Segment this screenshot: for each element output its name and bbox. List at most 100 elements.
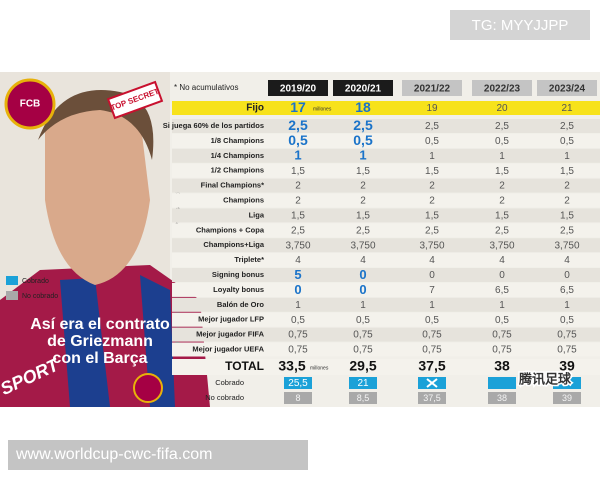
season-header: 2022/23 (484, 84, 521, 95)
cell-value: 2 (499, 196, 505, 207)
cell-value: 0,75 (422, 330, 442, 341)
cell-value: 1 (499, 300, 505, 311)
cell-value: 20 (496, 103, 508, 114)
cell-value: 4 (499, 255, 505, 266)
no-cobrado-cell (349, 392, 377, 404)
row-label: Signing bonus (212, 270, 264, 279)
cell-value: 1 (564, 151, 570, 162)
cell-value: 2 (499, 181, 505, 192)
row-bg (172, 312, 600, 327)
cell-value: 0,5 (291, 315, 305, 326)
cobrado-cell (553, 377, 581, 389)
row-label: Mejor jugador FIFA (196, 330, 265, 339)
cell-value: 0,75 (353, 330, 373, 341)
row-bg (172, 101, 600, 115)
row-label: 1/8 Champions (211, 136, 264, 145)
crest-text: FCB (20, 99, 41, 110)
no-cobrado-value: 38 (497, 393, 507, 403)
cell-value: 0,5 (495, 136, 509, 147)
cell-value: 0 (359, 267, 366, 282)
row-bg (172, 282, 600, 297)
total-label: TOTAL (225, 359, 264, 373)
cell-value: 1 (359, 148, 366, 163)
cell-value: 0,5 (425, 136, 439, 147)
cell-value: 0,75 (557, 345, 577, 356)
row-bg (172, 148, 600, 163)
cell-value: 1,5 (291, 166, 305, 177)
cell-value: 7 (429, 285, 435, 296)
row-bg (172, 268, 600, 282)
no-cobrado-value: 8,5 (357, 393, 370, 403)
cobrado-cell (488, 377, 516, 389)
row-bg (172, 253, 600, 268)
cell-value: 1 (564, 300, 570, 311)
cell-value: 21 (561, 103, 573, 114)
cell-value: 0,5 (495, 315, 509, 326)
cell-value: 4 (295, 255, 301, 266)
cell-value: 4 (429, 255, 435, 266)
cell-value: 1,5 (495, 166, 509, 177)
cell-value: 2,5 (495, 225, 509, 236)
total-value: 38 (494, 358, 510, 374)
cell-value: 19 (426, 103, 438, 114)
headline: con el Barça (52, 350, 147, 367)
cell-value: 1,5 (291, 211, 305, 222)
cell-value: 0,75 (492, 345, 512, 356)
cell-value: 2,5 (560, 225, 574, 236)
cobrado-label: Cobrado (215, 378, 244, 387)
row-bg (172, 223, 600, 238)
cobrado-value: 21 (357, 378, 369, 389)
cell-value: 5 (294, 267, 301, 282)
total-value: 37,5 (418, 358, 445, 374)
cell-value: 3,750 (350, 240, 375, 251)
cell-value: 1,5 (425, 166, 439, 177)
cell-value: 0,5 (560, 315, 574, 326)
headline: Así era el contrato (30, 316, 170, 333)
cell-value: 17 (290, 99, 306, 115)
row-bg (172, 327, 600, 342)
no-cobrado-label: No cobrado (205, 393, 244, 402)
row-bg (172, 163, 600, 178)
row-bg (172, 238, 600, 253)
cell-value: 6,5 (560, 285, 574, 296)
unit: millones (313, 106, 332, 112)
cell-value: 0,75 (288, 345, 308, 356)
face (45, 101, 150, 285)
cell-value: 0,5 (425, 315, 439, 326)
source-watermark: 腾讯足球 (518, 371, 572, 386)
cell-value: 0,75 (353, 345, 373, 356)
cell-value: 0,75 (492, 330, 512, 341)
site-banner-box (8, 440, 308, 470)
no-cobrado-cell (488, 392, 516, 404)
total-bg (172, 359, 600, 375)
season-header-bg (402, 80, 462, 96)
row-bg (172, 193, 600, 208)
row-label: Si juega 60% de los partidos (163, 121, 264, 130)
cell-value: 2,5 (353, 117, 373, 133)
row-label: Champions (223, 195, 264, 204)
no-cobrado-cell (418, 392, 446, 404)
cell-value: 0,75 (422, 345, 442, 356)
row-label: 1/4 Champions (211, 151, 264, 160)
cell-value: 0 (564, 270, 570, 281)
note: * No acumulativos (174, 83, 238, 92)
row-label: Final Champions* (201, 181, 264, 190)
row-bg (172, 178, 600, 193)
season-header-bg (268, 80, 328, 96)
row-label: Liga (249, 210, 265, 219)
cell-value: 4 (564, 255, 570, 266)
cell-value: 3,750 (489, 240, 514, 251)
cell-value: 18 (355, 99, 371, 115)
cell-value: 2,5 (425, 121, 439, 132)
total-value: 29,5 (349, 358, 376, 374)
legend-label: Cobrado (22, 278, 49, 285)
season-header-bg (472, 80, 532, 96)
row-label: Balón de Oro (217, 300, 265, 309)
cell-value: 2 (295, 196, 301, 207)
season-header: 2023/24 (549, 84, 586, 95)
row-label: Loyalty bonus (213, 285, 264, 294)
legend-label: No cobrado (22, 293, 58, 300)
badge-box (106, 80, 164, 120)
cell-value: 0,5 (288, 132, 308, 148)
